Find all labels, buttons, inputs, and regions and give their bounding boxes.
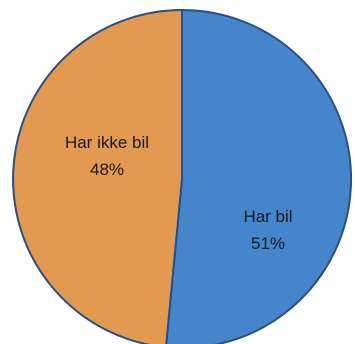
slice-label-har-bil: Har bil [243, 207, 292, 226]
pie-slice-har-bil [165, 9, 353, 344]
slice-label-har-ikke-bil: Har ikke bil [65, 133, 149, 152]
slice-value-har-bil: 51% [251, 234, 285, 253]
slice-value-har-ikke-bil: 48% [90, 160, 124, 179]
pie-slices [12, 9, 353, 344]
pie-slice-har-ikke-bil [12, 9, 183, 344]
pie-labels: Har bil 51% Har ikke bil 48% [65, 133, 293, 253]
